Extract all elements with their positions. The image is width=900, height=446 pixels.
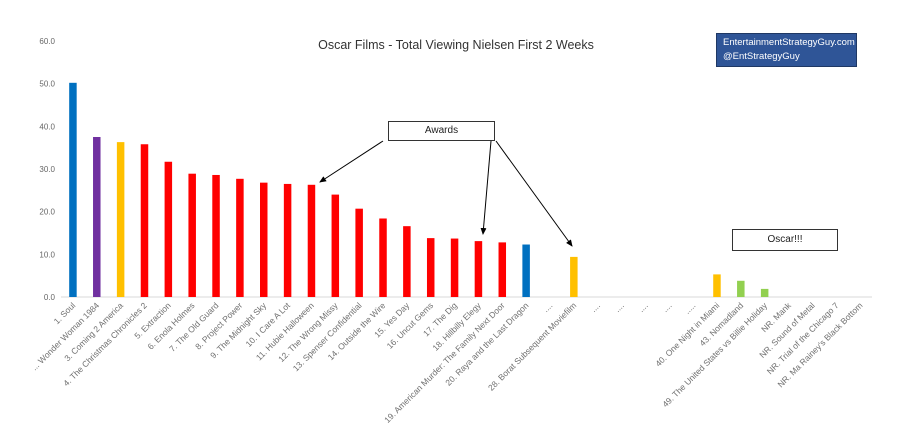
bar: [379, 218, 387, 297]
chart-title: Oscar Films - Total Viewing Nielsen Firs…: [318, 38, 594, 52]
bar: [570, 256, 578, 297]
bars: [69, 82, 769, 297]
y-tick-label: 0.0: [44, 293, 56, 302]
category-label: ....: [612, 300, 626, 314]
category-label: ....: [588, 300, 602, 314]
bar: [450, 238, 459, 297]
bar: [283, 183, 292, 297]
bar: [474, 241, 483, 297]
category-label: 49. The United States vs Billie Holiday: [660, 300, 769, 409]
category-label: ....: [541, 300, 555, 314]
y-tick-label: 60.0: [39, 37, 55, 46]
awards-arrow-hubie: [319, 140, 384, 183]
annotation-arrows: [319, 140, 573, 247]
bar: [403, 226, 411, 297]
credit-box: EntertainmentStrategyGuy.com @EntStrateg…: [716, 33, 857, 67]
y-axis-ticks: 0.0 10.0 20.0 30.0 40.0 50.0 60.0: [39, 37, 55, 302]
bar: [498, 242, 507, 297]
bar: [760, 288, 769, 297]
category-label: ....: [636, 300, 650, 314]
bar: [426, 238, 435, 297]
awards-arrow-borat: [495, 140, 573, 247]
y-tick-label: 50.0: [39, 80, 55, 89]
bar: [188, 173, 196, 297]
bar: [69, 82, 77, 297]
bar: [236, 178, 244, 297]
bar: [212, 174, 220, 297]
bar: [737, 280, 745, 297]
y-tick-label: 30.0: [39, 165, 55, 174]
bar: [164, 161, 173, 297]
awards-annotation-box: Awards: [388, 121, 495, 141]
credit-handle: @EntStrategyGuy: [723, 51, 800, 62]
bar: [260, 182, 268, 297]
bar: [331, 194, 340, 297]
bar: [93, 137, 101, 297]
bar: [355, 208, 363, 297]
bar: [522, 244, 530, 297]
y-tick-label: 20.0: [39, 208, 55, 217]
bar: [307, 184, 316, 297]
bar: [140, 144, 149, 297]
y-tick-label: 10.0: [39, 250, 55, 259]
bar: [116, 142, 125, 297]
oscar-annotation-box: Oscar!!!: [732, 229, 838, 251]
y-tick-label: 40.0: [39, 122, 55, 131]
category-label: ....: [660, 300, 674, 314]
bar: [713, 274, 721, 297]
category-label: .....: [682, 300, 697, 315]
credit-website: EntertainmentStrategyGuy.com: [723, 37, 855, 48]
awards-arrow-hillbilly: [480, 140, 492, 235]
